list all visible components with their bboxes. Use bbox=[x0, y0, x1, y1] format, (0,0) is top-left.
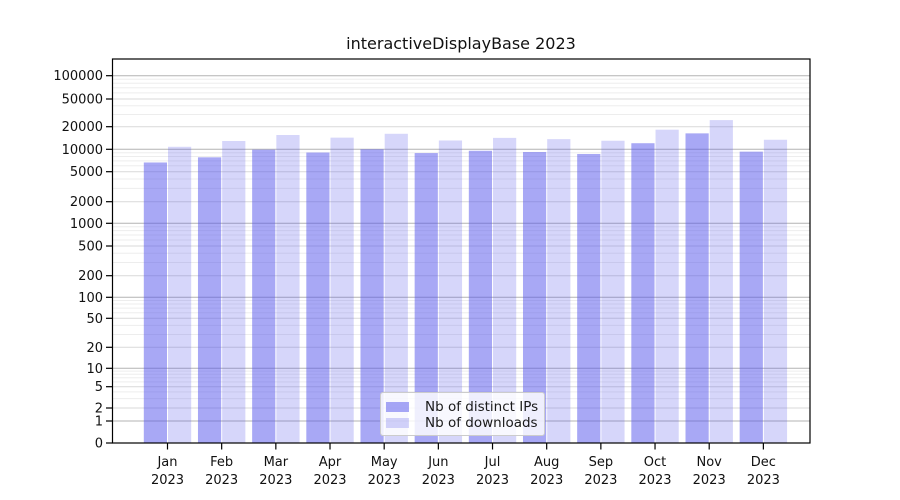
bar-mar-distinct-ips bbox=[252, 149, 276, 443]
x-tick-label-year: 2023 bbox=[693, 473, 726, 488]
y-tick-label: 5000 bbox=[70, 165, 103, 180]
y-tick-label: 100000 bbox=[53, 69, 103, 84]
y-tick-label: 200 bbox=[78, 269, 103, 284]
x-tick-label-month: Oct bbox=[644, 455, 666, 470]
x-tick-label-year: 2023 bbox=[476, 473, 509, 488]
y-tick-label: 20 bbox=[86, 341, 103, 356]
y-tick-label: 50000 bbox=[62, 93, 103, 108]
y-tick-label: 50 bbox=[86, 312, 103, 327]
bar-jan-downloads bbox=[168, 146, 192, 443]
legend-item-distinct-ips: Nb of distinct IPs bbox=[386, 399, 539, 415]
x-tick-label-month: Jul bbox=[484, 455, 501, 470]
bar-jun-downloads bbox=[438, 140, 463, 443]
legend: Nb of distinct IPs Nb of downloads bbox=[380, 392, 545, 436]
bar-dec-downloads bbox=[763, 139, 788, 443]
y-tick-label: 1000 bbox=[70, 217, 103, 232]
bar-may-distinct-ips bbox=[360, 149, 384, 444]
x-tick-label-month: Aug bbox=[534, 455, 559, 470]
x-tick-label-month: Mar bbox=[264, 455, 289, 470]
bar-feb-distinct-ips bbox=[197, 157, 222, 443]
x-tick-label-year: 2023 bbox=[530, 473, 563, 488]
bar-oct-downloads bbox=[655, 129, 679, 443]
y-tick-label: 5 bbox=[95, 380, 103, 395]
legend-item-downloads: Nb of downloads bbox=[386, 415, 538, 431]
bar-jan-distinct-ips bbox=[143, 162, 167, 443]
legend-label-distinct-ips: Nb of distinct IPs bbox=[425, 399, 539, 415]
bar-nov-distinct-ips bbox=[685, 133, 709, 444]
y-tick-label: 1 bbox=[95, 415, 103, 430]
legend-swatch-distinct-ips bbox=[386, 402, 409, 412]
x-tick-label-month: May bbox=[371, 455, 398, 470]
chart-title: interactiveDisplayBase 2023 bbox=[346, 34, 576, 53]
y-tick-label: 2 bbox=[95, 402, 103, 417]
x-tick-label-month: Apr bbox=[319, 455, 342, 470]
legend-swatch-downloads bbox=[386, 418, 409, 428]
plot-border bbox=[111, 58, 811, 444]
x-tick-label-year: 2023 bbox=[151, 473, 184, 488]
x-tick-label-month: Jun bbox=[427, 455, 448, 470]
bar-jul-downloads bbox=[493, 137, 517, 443]
bar-mar-downloads bbox=[276, 135, 300, 443]
bar-apr-downloads bbox=[330, 137, 354, 443]
x-tick-label-month: Sep bbox=[589, 455, 614, 470]
x-tick-label-month: Feb bbox=[210, 455, 233, 470]
x-tick-label-year: 2023 bbox=[368, 473, 401, 488]
x-tick-label-month: Dec bbox=[751, 455, 776, 470]
x-tick-label-year: 2023 bbox=[584, 473, 617, 488]
y-tick-label: 20000 bbox=[62, 120, 103, 135]
bar-feb-downloads bbox=[222, 140, 246, 443]
y-tick-label: 0 bbox=[95, 437, 103, 452]
x-tick-label-year: 2023 bbox=[205, 473, 238, 488]
x-tick-label-year: 2023 bbox=[638, 473, 671, 488]
x-tick-label-year: 2023 bbox=[422, 473, 455, 488]
bar-sep-downloads bbox=[601, 140, 625, 443]
x-tick-label-month: Nov bbox=[697, 455, 723, 470]
x-tick-label-year: 2023 bbox=[313, 473, 346, 488]
bar-jul-distinct-ips bbox=[468, 150, 493, 444]
bar-apr-distinct-ips bbox=[306, 152, 330, 444]
bar-sep-distinct-ips bbox=[577, 153, 601, 444]
x-tick-label-year: 2023 bbox=[747, 473, 780, 488]
legend-label-downloads: Nb of downloads bbox=[425, 415, 538, 431]
x-tick-label-month: Jan bbox=[156, 455, 177, 470]
bar-dec-distinct-ips bbox=[739, 151, 763, 444]
x-tick-label-year: 2023 bbox=[259, 473, 292, 488]
y-tick-label: 10 bbox=[86, 362, 103, 377]
bar-jun-distinct-ips bbox=[414, 153, 438, 443]
bar-aug-distinct-ips bbox=[522, 151, 547, 443]
y-tick-label: 10000 bbox=[62, 143, 103, 158]
y-tick-label: 100 bbox=[78, 291, 103, 306]
y-tick-label: 500 bbox=[78, 240, 103, 255]
bar-oct-distinct-ips bbox=[631, 143, 655, 443]
bar-nov-downloads bbox=[709, 120, 733, 443]
bar-aug-downloads bbox=[547, 139, 571, 443]
bar-may-downloads bbox=[384, 133, 408, 443]
y-tick-label: 2000 bbox=[70, 195, 103, 210]
